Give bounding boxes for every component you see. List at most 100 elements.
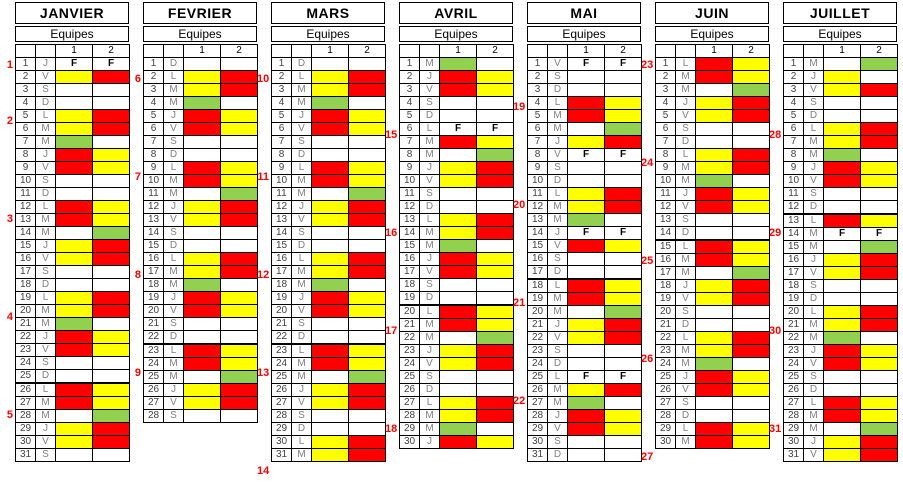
day-letter: V <box>547 239 568 253</box>
team2-shift-cell <box>604 383 642 397</box>
day-number: 7 <box>143 135 164 149</box>
team1-shift-cell <box>311 370 349 384</box>
team1-shift-cell <box>311 239 349 253</box>
day-number: 12 <box>399 200 420 214</box>
day-number: 2 <box>15 70 36 84</box>
day-number: 12 <box>271 200 292 214</box>
day-number: 18 <box>783 279 804 293</box>
team2-shift-cell <box>860 240 898 254</box>
month-avril: 15 16 17 18 AVRIL Equipes 1 2 1 M 2 J 3 V 4 S 5 D 6 L F F 7 M 8 M… <box>385 2 514 462</box>
team1-shift-cell <box>311 226 349 240</box>
day-row: 27 M <box>527 396 642 410</box>
team-2-header: 2 <box>476 44 514 58</box>
team2-shift-cell <box>348 330 386 345</box>
day-row: 15 D <box>143 239 258 253</box>
day-number: 11 <box>783 187 804 201</box>
team1-shift-cell <box>567 448 605 462</box>
day-number: 8 <box>143 148 164 162</box>
team1-shift-cell <box>439 344 477 358</box>
week-number: 24 <box>641 157 654 169</box>
day-letter: J <box>291 291 312 305</box>
team1-shift-cell <box>567 252 605 266</box>
day-number: 24 <box>399 357 420 371</box>
team2-shift-cell <box>348 265 386 279</box>
day-number: 29 <box>783 422 804 436</box>
team1-shift-cell <box>55 265 93 279</box>
team1-shift-cell <box>567 422 605 436</box>
team1-shift-cell <box>567 331 605 345</box>
day-letter: M <box>163 96 184 110</box>
team2-shift-cell <box>476 435 514 449</box>
day-number: 3 <box>783 83 804 97</box>
equipes-label: Equipes <box>143 26 257 42</box>
team2-shift-cell <box>732 57 770 71</box>
day-letter: J <box>35 330 56 344</box>
month-title: JUILLET <box>783 2 897 24</box>
team1-shift-cell <box>183 161 221 175</box>
day-letter: V <box>35 252 56 266</box>
day-row: 18 L <box>527 278 642 293</box>
day-row: 27 V <box>143 396 258 410</box>
day-row: 14 D <box>655 226 770 241</box>
team1-shift-cell <box>567 213 605 227</box>
day-row: 22 L <box>655 331 770 345</box>
day-letter: J <box>419 435 440 449</box>
equipes-label: Equipes <box>399 26 513 42</box>
team1-shift-cell <box>183 343 221 358</box>
team2-shift-cell <box>476 278 514 292</box>
team1-shift-cell <box>183 174 221 188</box>
team1-shift-cell <box>823 213 861 228</box>
day-letter: L <box>419 213 440 227</box>
team2-shift-cell <box>604 435 642 449</box>
team1-shift-cell <box>55 122 93 136</box>
day-number: 27 <box>783 396 804 410</box>
day-number: 15 <box>399 239 420 253</box>
day-number: 22 <box>783 331 804 345</box>
day-letter: J <box>547 226 568 240</box>
team1-shift-cell <box>695 200 733 214</box>
team2-shift-cell <box>92 304 130 318</box>
day-letter: M <box>35 396 56 410</box>
day-number: 7 <box>399 135 420 149</box>
team1-shift-cell <box>823 148 861 162</box>
day-row: 28 J <box>527 409 642 423</box>
day-letter: M <box>35 317 56 331</box>
day-number: 17 <box>527 265 548 280</box>
day-number: 15 <box>655 239 676 254</box>
day-letter: S <box>547 70 568 84</box>
days-table: 1 2 1 D 2 L 3 M 4 M 5 J 6 V 7 S 8 D 9 L 10 M 11 M 12 J 13 V 14 S 15 D 16… <box>143 44 258 423</box>
day-number: 11 <box>527 187 548 201</box>
day-letter: V <box>419 357 440 371</box>
day-number: 6 <box>15 122 36 136</box>
day-letter: L <box>291 161 312 175</box>
team-1-header: 1 <box>567 44 605 58</box>
day-letter: M <box>547 383 568 397</box>
team-1-header: 1 <box>439 44 477 58</box>
day-number: 19 <box>143 291 164 305</box>
holiday-cell: F <box>439 122 477 136</box>
team2-shift-cell <box>220 252 258 266</box>
day-letter: V <box>547 422 568 436</box>
day-number: 3 <box>399 83 420 97</box>
team2-shift-cell <box>92 213 130 227</box>
day-row: 25 D <box>15 369 130 384</box>
day-letter: S <box>291 135 312 149</box>
team2-shift-cell <box>92 448 130 462</box>
day-letter: S <box>419 96 440 110</box>
day-row: 21 J <box>527 318 642 332</box>
team2-shift-cell <box>860 253 898 267</box>
day-letter: M <box>291 278 312 292</box>
team2-shift-cell <box>476 57 514 71</box>
team2-shift-cell <box>860 370 898 384</box>
day-letter: M <box>675 174 696 188</box>
day-letter: V <box>291 304 312 318</box>
team1-shift-cell <box>183 213 221 227</box>
team2-shift-cell <box>92 200 130 214</box>
day-number: 15 <box>143 239 164 253</box>
day-letter: M <box>803 148 824 162</box>
day-letter: V <box>803 174 824 188</box>
team2-shift-cell <box>860 161 898 175</box>
